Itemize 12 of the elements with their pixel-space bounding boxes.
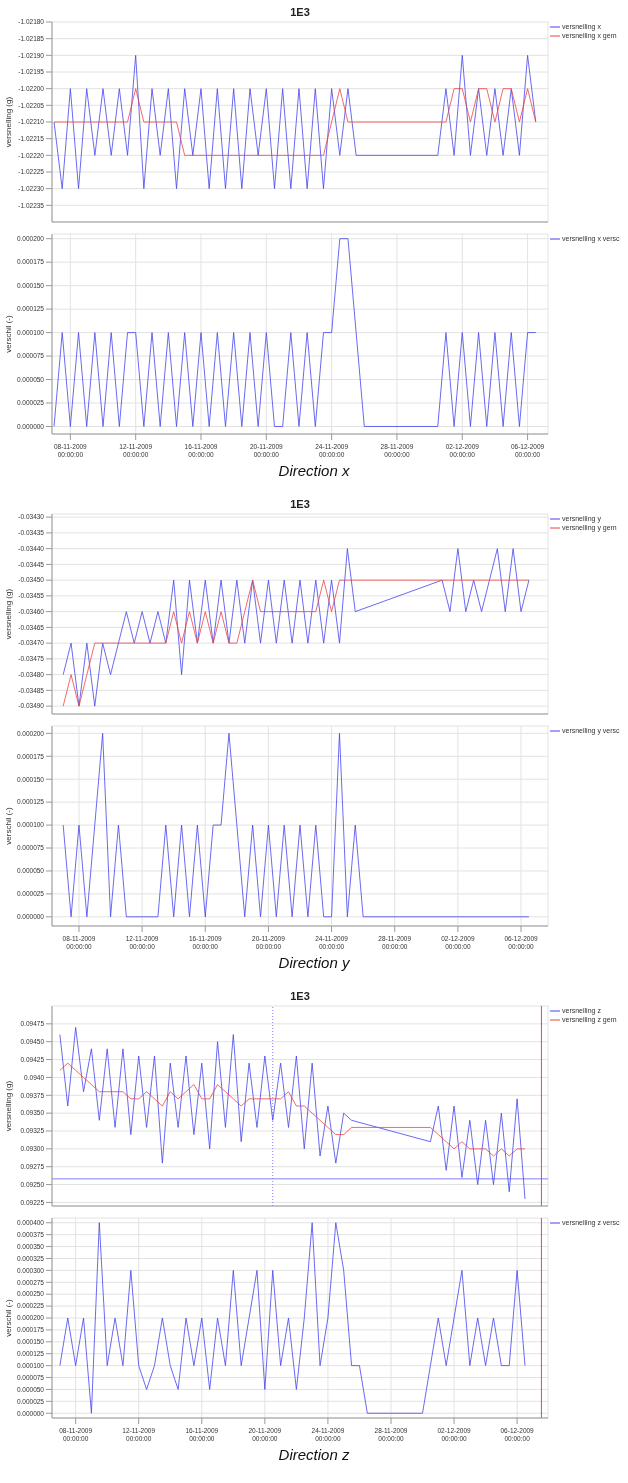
- y-axis-title: verschil (-): [3, 315, 13, 353]
- chart-title: 1E3: [289, 498, 311, 510]
- chart-title: 1E3: [289, 990, 311, 1002]
- text: Direction y: [277, 954, 351, 971]
- chart-title: 1E3: [289, 6, 311, 18]
- y-axis-title: versnelling (g): [3, 588, 13, 640]
- text: Direction z: [277, 1446, 351, 1463]
- y-axis-title: versnelling (g): [3, 96, 13, 148]
- y-axis-title: verschil (-): [3, 807, 13, 845]
- y-axis-title: verschil (-): [3, 1299, 13, 1337]
- text: Direction x: [277, 462, 351, 479]
- y-axis-title: versnelling (g): [3, 1080, 13, 1132]
